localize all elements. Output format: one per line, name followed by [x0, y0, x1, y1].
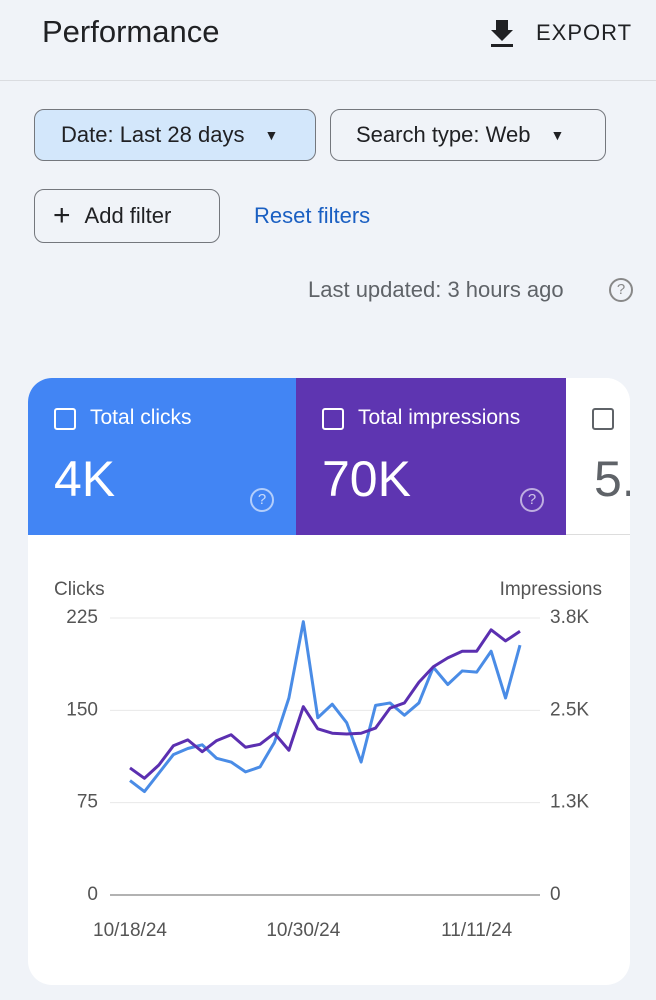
metric-value: 70K — [322, 451, 411, 507]
dropdown-arrow: ▼ — [264, 127, 279, 143]
x-tick-label: 10/30/24 — [266, 920, 340, 941]
checkbox — [592, 408, 614, 430]
y2-axis-title: Impressions — [500, 579, 602, 600]
help-icon[interactable]: ? — [250, 488, 274, 512]
metric-value: 5. — [594, 451, 630, 507]
export-icon[interactable] — [488, 18, 518, 48]
y2-tick-label: 1.3K — [550, 792, 589, 813]
series-line — [129, 628, 521, 780]
y2-tick-label: 2.5K — [550, 699, 589, 720]
checkbox — [54, 408, 76, 430]
y-tick-label: 75 — [77, 792, 98, 813]
search-type-label: Search type: Web — [356, 122, 531, 147]
metric-label: Total impressions — [358, 406, 521, 429]
y2-tick-label: 3.8K — [550, 607, 589, 628]
export-button[interactable]: EXPORT — [536, 20, 633, 45]
add-filter-button[interactable]: + Add filter — [34, 189, 220, 243]
dropdown-arrow: ▼ — [550, 127, 565, 143]
y-tick-label: 225 — [66, 607, 98, 628]
x-tick-label: 10/18/24 — [93, 920, 167, 941]
date-filter-label: Date: Last 28 days — [61, 122, 245, 147]
help-icon[interactable]: ? — [520, 488, 544, 512]
chart-card: Total clicks 4K? Total impressions 70K? 5. — [28, 378, 630, 985]
metric-tile[interactable]: 5. — [566, 378, 630, 535]
metric-label: Total clicks — [90, 406, 192, 429]
x-tick-label: 11/11/24 — [441, 920, 513, 941]
metric-value: 4K — [54, 451, 116, 507]
series-line — [129, 620, 522, 794]
page-title: Performance — [42, 14, 220, 49]
y-axis-title: Clicks — [54, 579, 105, 600]
metric-tile[interactable]: Total impressions 70K? — [296, 378, 566, 535]
add-filter-label: Add filter — [84, 203, 172, 228]
date-filter[interactable]: Date: Last 28 days ▼ — [34, 109, 316, 161]
plus-icon: + — [53, 199, 71, 232]
metric-tile[interactable]: Total clicks 4K? — [28, 378, 296, 535]
last-updated: Last updated: 3 hours ago — [308, 277, 564, 302]
reset-filters-link[interactable]: Reset filters — [254, 203, 371, 228]
search-type-filter[interactable]: Search type: Web ▼ — [330, 109, 606, 161]
checkbox — [322, 408, 344, 430]
help-icon[interactable]: ? — [609, 278, 633, 302]
divider — [0, 80, 656, 81]
y-tick-label: 0 — [87, 884, 98, 905]
y-tick-label: 150 — [66, 699, 98, 720]
y2-tick-label: 0 — [550, 884, 561, 905]
chart: Clicks Impressions 0 75 150 225 0 1.3K 2.5K 3.8K 1… — [54, 579, 602, 941]
